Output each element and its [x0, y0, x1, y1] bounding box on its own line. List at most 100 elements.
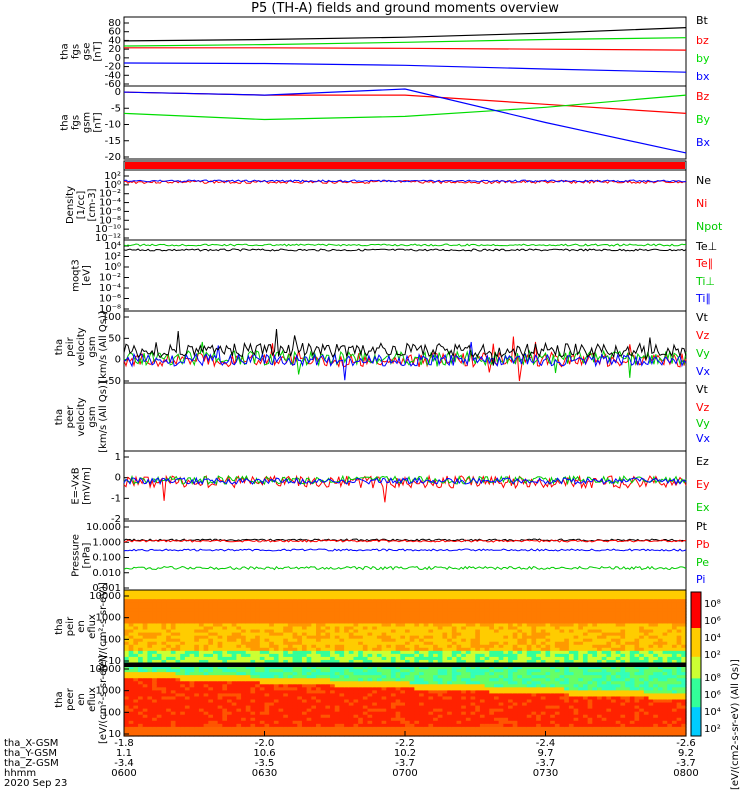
peir-heatmap-cell: [180, 590, 186, 594]
peir-heatmap-cell: [348, 593, 355, 597]
peer-heatmap-cell: [414, 675, 420, 679]
peir-heatmap-cell: [194, 626, 200, 631]
peer-heatmap-cell: [447, 675, 453, 679]
peer-heatmap-cell: [269, 708, 275, 713]
peir-heatmap-cell: [250, 611, 256, 615]
peer-heatmap-cell: [133, 672, 139, 676]
peir-heatmap-cell: [184, 626, 191, 631]
peer-heatmap-cell: [381, 684, 387, 688]
peir-heatmap-cell: [414, 602, 420, 606]
peir-heatmap-cell: [156, 641, 163, 646]
peir-heatmap-cell: [447, 626, 453, 631]
peer-heatmap-cell: [414, 687, 420, 691]
peir-heatmap-cell: [479, 644, 486, 649]
peir-heatmap-cell: [554, 593, 561, 597]
peir-heatmap-cell: [601, 626, 607, 631]
peir-heatmap-cell: [634, 641, 640, 646]
peer-heatmap-cell: [484, 666, 490, 670]
peer-heatmap-cell: [241, 690, 247, 695]
peer-heatmap-cell: [353, 696, 359, 701]
peer-heatmap-cell: [475, 684, 481, 688]
peir-heatmap-cell: [175, 623, 181, 628]
peir-heatmap-cell: [264, 617, 270, 622]
peir-heatmap-cell: [222, 632, 228, 637]
peir-heatmap-cell: [451, 644, 458, 649]
peer-heatmap-cell: [451, 720, 458, 725]
peir-heatmap-cell: [517, 593, 523, 597]
peir-heatmap-cell: [611, 590, 617, 594]
peer-heatmap-cell: [353, 708, 359, 713]
peer-heatmap-cell: [470, 702, 476, 707]
peer-heatmap-cell: [489, 729, 495, 734]
peir-heatmap-cell: [390, 647, 397, 652]
peir-heatmap-cell: [301, 605, 308, 609]
peer-heatmap-cell: [180, 723, 186, 728]
peer-heatmap-cell: [489, 702, 495, 707]
peer-heatmap-cell: [419, 708, 425, 713]
peer-heatmap-cell: [358, 693, 364, 698]
peir-heatmap-cell: [465, 638, 472, 643]
peir-heatmap-cell: [227, 599, 233, 603]
peer-heatmap-cell: [489, 681, 495, 685]
peir-heatmap-cell: [522, 626, 528, 631]
peer-heatmap-cell: [175, 717, 181, 722]
peer-heatmap-cell: [316, 723, 322, 728]
peir-heatmap-cell: [320, 593, 326, 597]
peir-heatmap-cell: [311, 620, 317, 625]
peer-heatmap-cell: [461, 726, 467, 731]
peir-heatmap-cell: [428, 653, 434, 658]
peer-heatmap-cell: [170, 690, 177, 695]
peir-heatmap-cell: [400, 620, 406, 625]
peir-heatmap-cell: [227, 614, 233, 618]
peer-heatmap-cell: [180, 690, 186, 695]
peir-heatmap-cell: [353, 608, 359, 612]
peer-heatmap-cell: [344, 723, 350, 728]
peer-heatmap-cell: [259, 705, 266, 710]
peir-heatmap-cell: [676, 611, 682, 615]
peir-heatmap-cell: [639, 644, 645, 649]
peir-heatmap-cell: [367, 650, 373, 655]
peir-heatmap-cell: [475, 656, 481, 661]
peir-heatmap-cell: [358, 644, 364, 649]
peir-heatmap-cell: [606, 590, 612, 594]
peer-heatmap-cell: [334, 678, 341, 682]
peer-heatmap-cell: [423, 732, 430, 737]
peir-heatmap-cell: [330, 596, 336, 600]
peir-heatmap-cell: [484, 611, 490, 615]
peir-heatmap-cell: [536, 626, 542, 631]
peer-heatmap-cell: [334, 666, 341, 670]
peir-heatmap-cell: [217, 599, 223, 603]
peer-heatmap-cell: [287, 690, 294, 695]
peer-heatmap-cell: [161, 708, 167, 713]
peir-heatmap-cell: [283, 650, 289, 655]
peer-heatmap-cell: [465, 687, 472, 691]
peir-heatmap-cell: [250, 614, 256, 618]
peir-heatmap-cell: [676, 596, 682, 600]
peir-heatmap-cell: [133, 629, 139, 634]
peir-heatmap-cell: [620, 626, 626, 631]
peir-heatmap-cell: [667, 611, 673, 615]
peer-heatmap-cell: [470, 681, 476, 685]
peir-heatmap-cell: [433, 632, 439, 637]
peer-heatmap-cell: [222, 729, 228, 734]
peir-heatmap-cell: [170, 656, 177, 661]
peer-heatmap-cell: [390, 696, 397, 701]
peer-heatmap-cell: [451, 675, 458, 679]
peer-heatmap-cell: [414, 729, 420, 734]
peir-heatmap-cell: [316, 593, 322, 597]
peir-heatmap-cell: [657, 635, 664, 640]
peir-heatmap-cell: [461, 602, 467, 606]
peir-heatmap-cell: [250, 644, 256, 649]
peer-heatmap-cell: [217, 702, 223, 707]
peir-heatmap-cell: [540, 605, 547, 609]
peir-heatmap-cell: [582, 608, 589, 612]
peir-heatmap-cell: [531, 659, 537, 664]
peir-heatmap-cell: [653, 617, 659, 622]
peer-heatmap-cell: [381, 666, 387, 670]
peer-heatmap-cell: [316, 702, 322, 707]
peer-heatmap-cell: [484, 678, 490, 682]
peir-heatmap-cell: [358, 593, 364, 597]
peir-heatmap-cell: [194, 647, 200, 652]
peer-heatmap-cell: [264, 705, 270, 710]
peer-heatmap-cell: [311, 717, 317, 722]
